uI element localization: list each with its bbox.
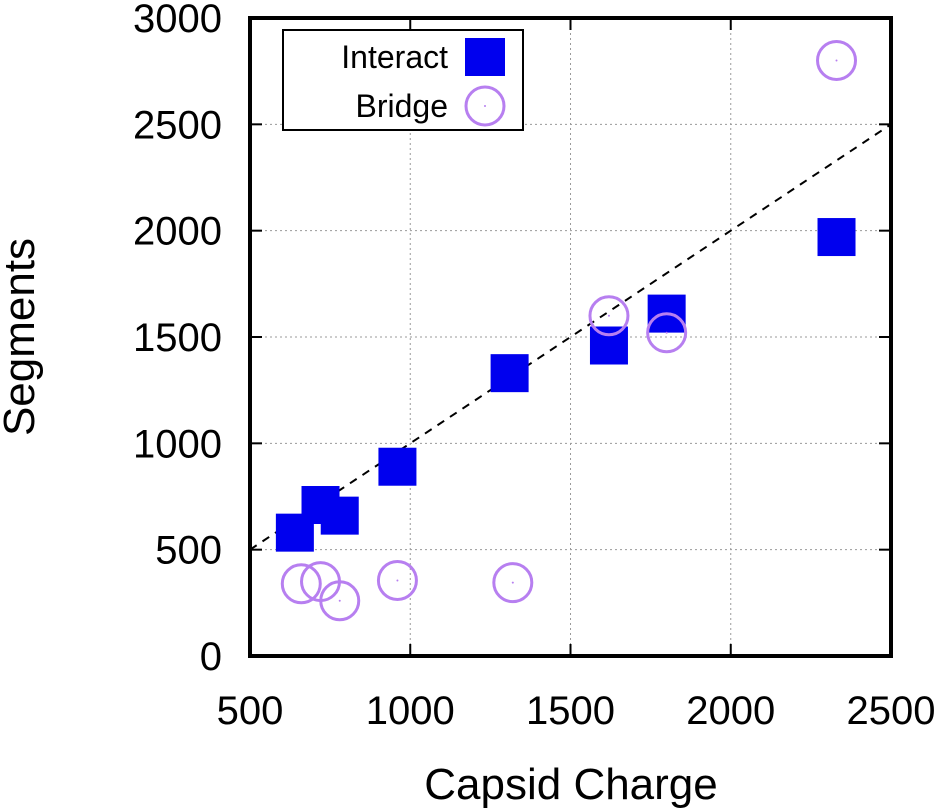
data-marks (275, 40, 858, 622)
x-tick-label-3: 2000 (686, 689, 775, 733)
bridge-point-center-4 (511, 581, 514, 584)
y-tick-label-0: 0 (200, 635, 222, 679)
x-tick-label-1: 1000 (366, 689, 455, 733)
legend-marker-bridge-dot (484, 105, 486, 107)
legend-marker-bridge (464, 85, 506, 127)
bridge-point-center-1 (319, 580, 322, 583)
bridge-point-6 (646, 312, 688, 354)
axis-ticks: 500 1000 1500 2000 2500 0 500 1000 1500 2000 2500 3… (133, 0, 935, 733)
bridge-point-5 (588, 295, 630, 337)
legend-label-bridge: Bridge (356, 88, 449, 124)
interact-point-5 (589, 326, 628, 365)
bridge-point-center-7 (835, 59, 838, 62)
legend-label-interact: Interact (341, 39, 448, 75)
bridge-point-4 (492, 562, 534, 604)
y-tick-label-4: 2000 (133, 210, 222, 254)
x-tick-label-2: 1500 (526, 689, 615, 733)
bridge-point-0 (280, 563, 322, 605)
bridge-point-7 (816, 40, 858, 82)
x-tick-label-0: 500 (217, 689, 284, 733)
legend: Interact Bridge (282, 29, 524, 131)
interact-point-7 (817, 218, 856, 257)
x-tick-label-4: 2500 (847, 689, 936, 733)
interact-point-4 (490, 354, 529, 393)
bridge-point-center-6 (665, 331, 668, 334)
y-tick-label-1: 500 (155, 529, 222, 573)
y-tick-label-3: 1500 (133, 316, 222, 360)
interact-point-3 (378, 447, 417, 486)
y-tick-label-6: 3000 (133, 0, 222, 41)
y-tick-label-5: 2500 (133, 103, 222, 147)
y-axis-title: Segments (0, 238, 44, 436)
bridge-point-center-5 (607, 314, 610, 317)
grid-lines (250, 18, 891, 656)
bridge-point-center-3 (396, 579, 399, 582)
y-tick-label-2: 1000 (133, 422, 222, 466)
bridge-point-3 (376, 560, 418, 602)
bridge-point-center-2 (338, 599, 341, 602)
legend-marker-interact (465, 38, 505, 76)
bridge-point-2 (319, 580, 361, 622)
interact-point-2 (320, 496, 359, 535)
x-axis-title: Capsid Charge (424, 760, 718, 809)
